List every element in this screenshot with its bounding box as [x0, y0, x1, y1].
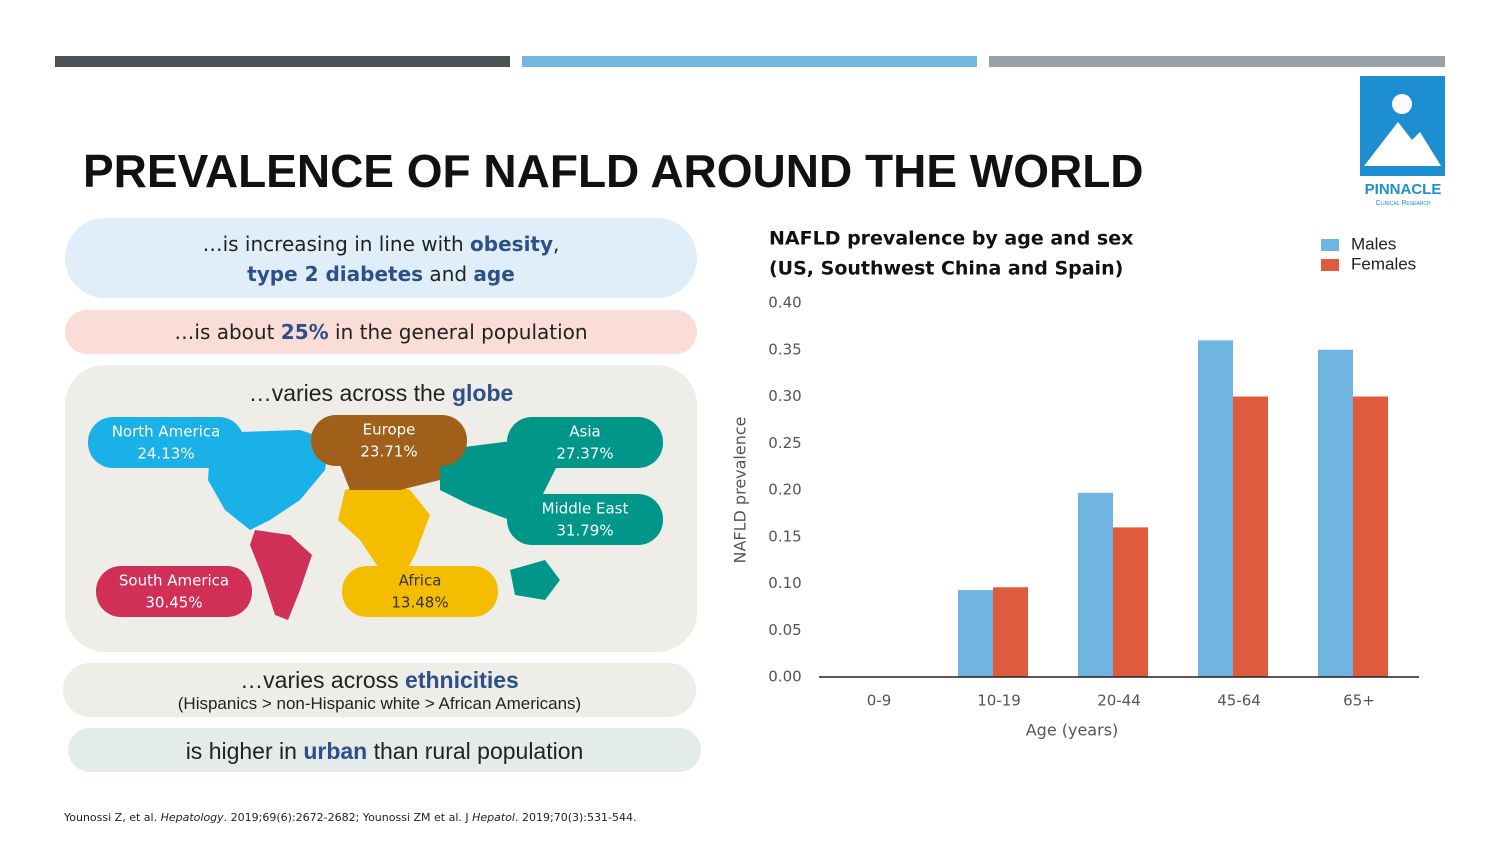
y-tick-label: 0.25 [768, 434, 801, 452]
point-box: …varies across ethnicities (Hispanics > … [63, 663, 696, 717]
text: is higher in [185, 738, 304, 764]
journal: Hepatology [160, 811, 224, 824]
text: …varies across [240, 667, 406, 693]
text: …varies across the [248, 380, 452, 406]
world-map: North America 24.13% Europe 23.71% Asia 27.37… [88, 415, 663, 620]
bar [1078, 492, 1113, 677]
emphasis: ethnicities [405, 667, 519, 693]
y-tick-label: 0.20 [768, 481, 801, 499]
text: …is increasing in line with [202, 232, 471, 256]
y-axis-label: NAFLD prevalence [731, 416, 750, 563]
logo-mountain [1364, 122, 1441, 166]
continent [250, 530, 312, 620]
region-pill [507, 494, 663, 545]
header-bar [55, 56, 510, 67]
text: and [423, 262, 474, 286]
point-box: is higher in urban than rural population [68, 728, 701, 772]
logo-sun [1392, 94, 1412, 114]
x-tick-label: 20-44 [1097, 692, 1141, 710]
text: . 2019;70(3):531-544. [515, 811, 637, 824]
chart-title: (US, Southwest China and Spain) [769, 258, 1123, 280]
journal: Hepatol [472, 811, 515, 824]
emphasis: type 2 diabetes [247, 262, 424, 286]
emphasis: globe [451, 380, 514, 406]
chart-title: NAFLD prevalence by age and sex [769, 228, 1133, 250]
region-value: 13.48% [391, 594, 448, 612]
y-tick-label: 0.40 [768, 294, 801, 312]
text-line: …is increasing in line with obesity, [65, 229, 697, 259]
emphasis: urban [303, 738, 368, 764]
point-box: …is about 25% in the general population [65, 310, 697, 354]
emphasis: age [473, 262, 515, 286]
y-tick-label: 0.10 [768, 574, 801, 592]
bar [993, 587, 1028, 677]
slide-title: PREVALENCE OF NAFLD AROUND THE WORLD [83, 145, 1144, 197]
text-line: …varies across ethnicities [63, 667, 696, 694]
text: , [553, 232, 560, 256]
header-bar [989, 56, 1445, 67]
text: . 2019;69(6):2672-2682; Younossi ZM et a… [223, 811, 473, 824]
region-value: 30.45% [145, 594, 202, 612]
region-value: 27.37% [556, 445, 613, 463]
legend-label: Males [1351, 234, 1396, 253]
x-tick-label: 65+ [1343, 692, 1375, 710]
y-tick-label: 0.15 [768, 527, 801, 545]
y-tick-label: 0.00 [768, 668, 801, 686]
region-name: North America [112, 423, 221, 441]
legend-swatch [1321, 259, 1339, 271]
continent [338, 480, 430, 590]
citation: Younossi Z, et al. Hepatology. 2019;69(6… [64, 811, 636, 824]
region-pill [507, 417, 663, 468]
continent [510, 560, 560, 600]
logo: PINNACLE Clinical Research [1360, 76, 1445, 207]
point-box: …is increasing in line with obesity, typ… [65, 218, 697, 298]
emphasis: 25% [280, 320, 329, 344]
logo-name: PINNACLE [1365, 181, 1442, 198]
note: (Hispanics > non-Hispanic white > Africa… [177, 694, 582, 713]
x-tick-label: 10-19 [977, 692, 1021, 710]
bar [1198, 340, 1233, 677]
bar [1318, 349, 1353, 677]
region-value: 23.71% [360, 443, 417, 461]
bar [958, 590, 993, 677]
bar [1353, 396, 1388, 677]
region-value: 24.13% [137, 445, 194, 463]
region-pill [88, 417, 244, 468]
bar [1233, 396, 1268, 677]
region-pill [342, 566, 498, 617]
x-axis-label: Age (years) [1026, 721, 1119, 740]
region-name: Africa [399, 572, 442, 590]
region-name: Europe [363, 421, 416, 439]
x-tick-label: 45-64 [1217, 692, 1261, 710]
text: …is about [174, 320, 281, 344]
text: than rural population [367, 738, 584, 764]
logo-tagline: Clinical Research [1375, 200, 1431, 207]
y-tick-label: 0.35 [768, 340, 801, 358]
region-pill [311, 415, 467, 466]
region-name: Middle East [542, 500, 629, 518]
region-pill [96, 566, 252, 617]
region-value: 31.79% [556, 522, 613, 540]
emphasis: obesity [470, 232, 554, 256]
legend-swatch [1321, 239, 1339, 251]
y-tick-label: 0.30 [768, 387, 801, 405]
region-name: Asia [569, 423, 600, 441]
y-tick-label: 0.05 [768, 621, 801, 639]
region-name: South America [119, 572, 229, 590]
text: Younossi Z, et al. [64, 811, 161, 824]
header-bar [522, 56, 977, 67]
bar [1113, 527, 1148, 677]
x-tick-label: 0-9 [867, 692, 892, 710]
text-line: type 2 diabetes and age [65, 259, 697, 289]
legend-label: Females [1351, 254, 1416, 273]
text: in the general population [328, 320, 588, 344]
